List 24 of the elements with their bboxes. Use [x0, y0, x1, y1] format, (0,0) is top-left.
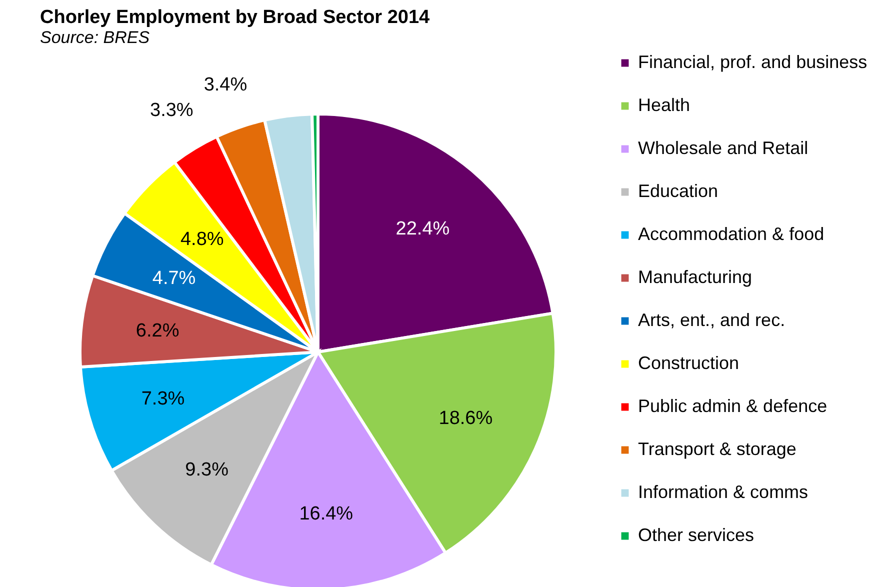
legend-label: Other services: [638, 525, 754, 545]
legend-label: Education: [638, 181, 718, 201]
legend-label: Manufacturing: [638, 267, 752, 287]
legend-label: Financial, prof. and business: [638, 52, 868, 72]
data-label: 3.3%: [150, 100, 194, 121]
legend-label: Public admin & defence: [638, 396, 828, 416]
legend-label: Accommodation & food: [638, 224, 824, 244]
legend-label: Transport & storage: [638, 439, 796, 459]
data-label: 16.4%: [299, 504, 354, 525]
data-label: 9.3%: [185, 460, 229, 481]
legend-label: Construction: [638, 353, 740, 373]
data-label: 7.3%: [141, 388, 185, 410]
source-note: Source: BRES: [40, 28, 150, 47]
data-label: 3.4%: [204, 74, 248, 96]
legend-label: Wholesale and Retail: [638, 138, 808, 158]
data-label: 22.4%: [396, 218, 450, 240]
data-label: 18.6%: [438, 408, 493, 430]
chart-title: Chorley Employment by Broad Sector 2014: [40, 7, 430, 28]
legend-label: Information & comms: [638, 482, 808, 502]
data-label: 6.2%: [136, 320, 180, 342]
data-label: 4.8%: [180, 229, 224, 250]
legend-label: Arts, ent., and rec.: [638, 310, 786, 330]
data-label: 4.7%: [152, 268, 196, 290]
legend-label: Health: [638, 95, 690, 115]
